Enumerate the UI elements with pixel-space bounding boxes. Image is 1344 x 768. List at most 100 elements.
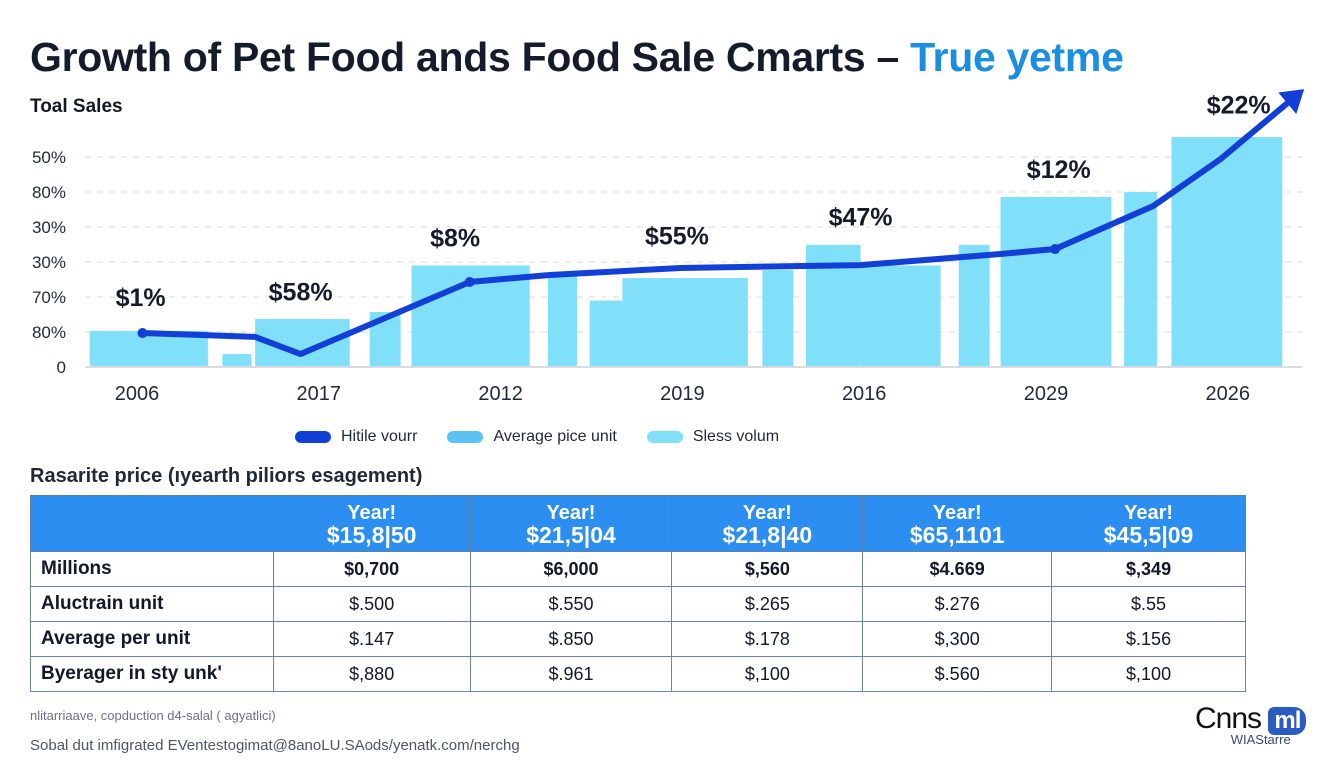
- y-tick-label: 70%: [32, 288, 66, 307]
- line-point: [1050, 244, 1061, 255]
- x-tick-label: 2016: [842, 383, 887, 405]
- footnote: nlitarriaave, copduction d4-salal ( agya…: [30, 708, 276, 723]
- data-label: $1%: [116, 284, 166, 312]
- data-table: Year! $15,8|50 Year! $21,5|04 Year! $21,8|40 Y…: [30, 495, 1246, 692]
- logo-subtext: WIAStarre: [1230, 732, 1291, 747]
- x-tick-label: 2019: [660, 383, 705, 405]
- line-point: [464, 276, 475, 287]
- legend: Hitile vourr Average pice unit Sless vol…: [295, 428, 809, 446]
- data-label: $58%: [269, 279, 333, 307]
- y-tick-label: 30%: [32, 253, 66, 272]
- bar: [622, 278, 748, 367]
- legend-item: Sless volum: [646, 428, 780, 446]
- table-cell: $.265: [671, 586, 864, 622]
- logo-mark: ml: [1268, 707, 1307, 735]
- column-header: Year! $65,1101: [862, 495, 1053, 552]
- bar: [1000, 196, 1112, 367]
- legend-swatch-bar: [447, 431, 484, 443]
- y-tick-label: 30%: [32, 218, 66, 237]
- bar: [762, 270, 794, 367]
- logo-text: Cnns: [1195, 702, 1262, 735]
- table-row: Byerager in sty unk' $,880 $.961 $,100 $.560…: [30, 656, 1246, 692]
- table-cell: $.961: [469, 656, 673, 692]
- column-header-line1: Year!: [1124, 501, 1174, 524]
- y-tick-label: 80%: [32, 183, 66, 202]
- column-header: Year! $15,8|50: [272, 495, 471, 552]
- data-label: $12%: [1027, 156, 1091, 184]
- legend-label: Sless volum: [692, 428, 780, 445]
- legend-item: Hitile vourr: [295, 428, 417, 446]
- table-cell: $,100: [671, 656, 864, 692]
- column-header-line2: $21,8|40: [722, 521, 813, 548]
- table-cell: $.550: [469, 586, 673, 622]
- table-row: Millions $0,700 $6,000 $,560 $4.669 $,349: [30, 551, 1246, 587]
- title-accent: True yetme: [910, 34, 1124, 80]
- table-cell: $.850: [469, 621, 673, 657]
- table-cell: $.178: [671, 621, 864, 657]
- bar: [547, 276, 577, 367]
- column-header-line1: Year!: [347, 501, 397, 524]
- x-tick-label: 2017: [297, 383, 342, 405]
- legend-swatch-bar: [646, 431, 683, 443]
- chart-plot: 0 80% 70% 30% 30% 80% 50% 2006 2017 2012 2019 2016 2…: [32, 89, 1305, 405]
- data-label: $22%: [1207, 91, 1271, 119]
- series-line: [139, 100, 1291, 358]
- column-header-line1: Year!: [932, 501, 982, 524]
- column-header: Year! $21,8|40: [671, 495, 864, 552]
- table-cell: $,300: [862, 621, 1053, 657]
- table-cell: $6,000: [469, 551, 673, 587]
- bar: [958, 244, 990, 367]
- legend-item: Average pice unit: [447, 428, 617, 446]
- y-axis-label: Toal Sales: [30, 96, 123, 117]
- table-cell: $.276: [862, 586, 1053, 622]
- data-label: $8%: [430, 224, 480, 252]
- column-header-line2: $45,5|09: [1103, 521, 1194, 548]
- bar: [1124, 192, 1157, 367]
- table-header-row: Year! $15,8|50 Year! $21,5|04 Year! $21,8|40 Y…: [30, 495, 1246, 552]
- table-row: Average per unit $.147 $.850 $.178 $,300 $.15…: [30, 621, 1246, 657]
- logo: Cnns ml WIAStarre: [1195, 702, 1307, 747]
- x-tick-label: 2029: [1024, 383, 1069, 405]
- row-label: Millions: [30, 551, 274, 587]
- bar: [860, 265, 941, 367]
- column-header-line2: $21,5|04: [526, 521, 616, 548]
- column-header: Year! $45,5|09: [1051, 495, 1246, 552]
- table-cell: $,560: [671, 551, 864, 587]
- table-cell: $,880: [272, 656, 471, 692]
- legend-swatch-line: [295, 431, 331, 443]
- table-cell: $.156: [1051, 621, 1246, 657]
- arrow-head-icon: [1278, 89, 1305, 114]
- source-text: Sobal dut imfigrated EVentestogimat@8ano…: [30, 737, 520, 754]
- data-label: $55%: [645, 223, 709, 251]
- column-header-line1: Year!: [546, 501, 596, 524]
- table-cell: $0,700: [272, 551, 471, 587]
- table-header-empty: [30, 495, 274, 552]
- column-header-line1: Year!: [742, 501, 792, 524]
- bar: [1171, 137, 1283, 367]
- column-header-line2: $15,8|50: [326, 521, 417, 548]
- row-label: Byerager in sty unk': [30, 656, 274, 692]
- table-cell: $4.669: [862, 551, 1053, 587]
- x-tick-label: 2026: [1206, 383, 1251, 405]
- table-cell: $.560: [862, 656, 1053, 692]
- table-cell: $.55: [1051, 586, 1246, 622]
- table-cell: $,100: [1051, 656, 1246, 692]
- bar: [589, 300, 623, 367]
- x-tick-label: 2012: [478, 383, 523, 405]
- bar: [222, 354, 252, 367]
- x-tick-label: 2006: [115, 383, 160, 405]
- line-point: [137, 328, 148, 339]
- title-main: Growth of Pet Food ands Food Sale Cmarts…: [30, 34, 899, 80]
- table-cell: $,349: [1051, 551, 1246, 587]
- chart-title: Growth of Pet Food ands Food Sale Cmarts…: [30, 34, 1124, 81]
- column-header-line2: $65,1101: [909, 521, 1005, 548]
- column-header: Year! $21,5|04: [469, 495, 673, 552]
- legend-label: Average pice unit: [493, 428, 617, 445]
- table-title: Rasarite price (ıyearth piliors esagemen…: [30, 465, 423, 487]
- row-label: Aluctrain unit: [30, 586, 274, 622]
- legend-label: Hitile vourr: [341, 428, 418, 445]
- table-cell: $.500: [272, 586, 471, 622]
- y-tick-label: 80%: [32, 323, 66, 342]
- data-label: $47%: [829, 203, 893, 231]
- table-row: Aluctrain unit $.500 $.550 $.265 $.276 $.55: [30, 586, 1246, 622]
